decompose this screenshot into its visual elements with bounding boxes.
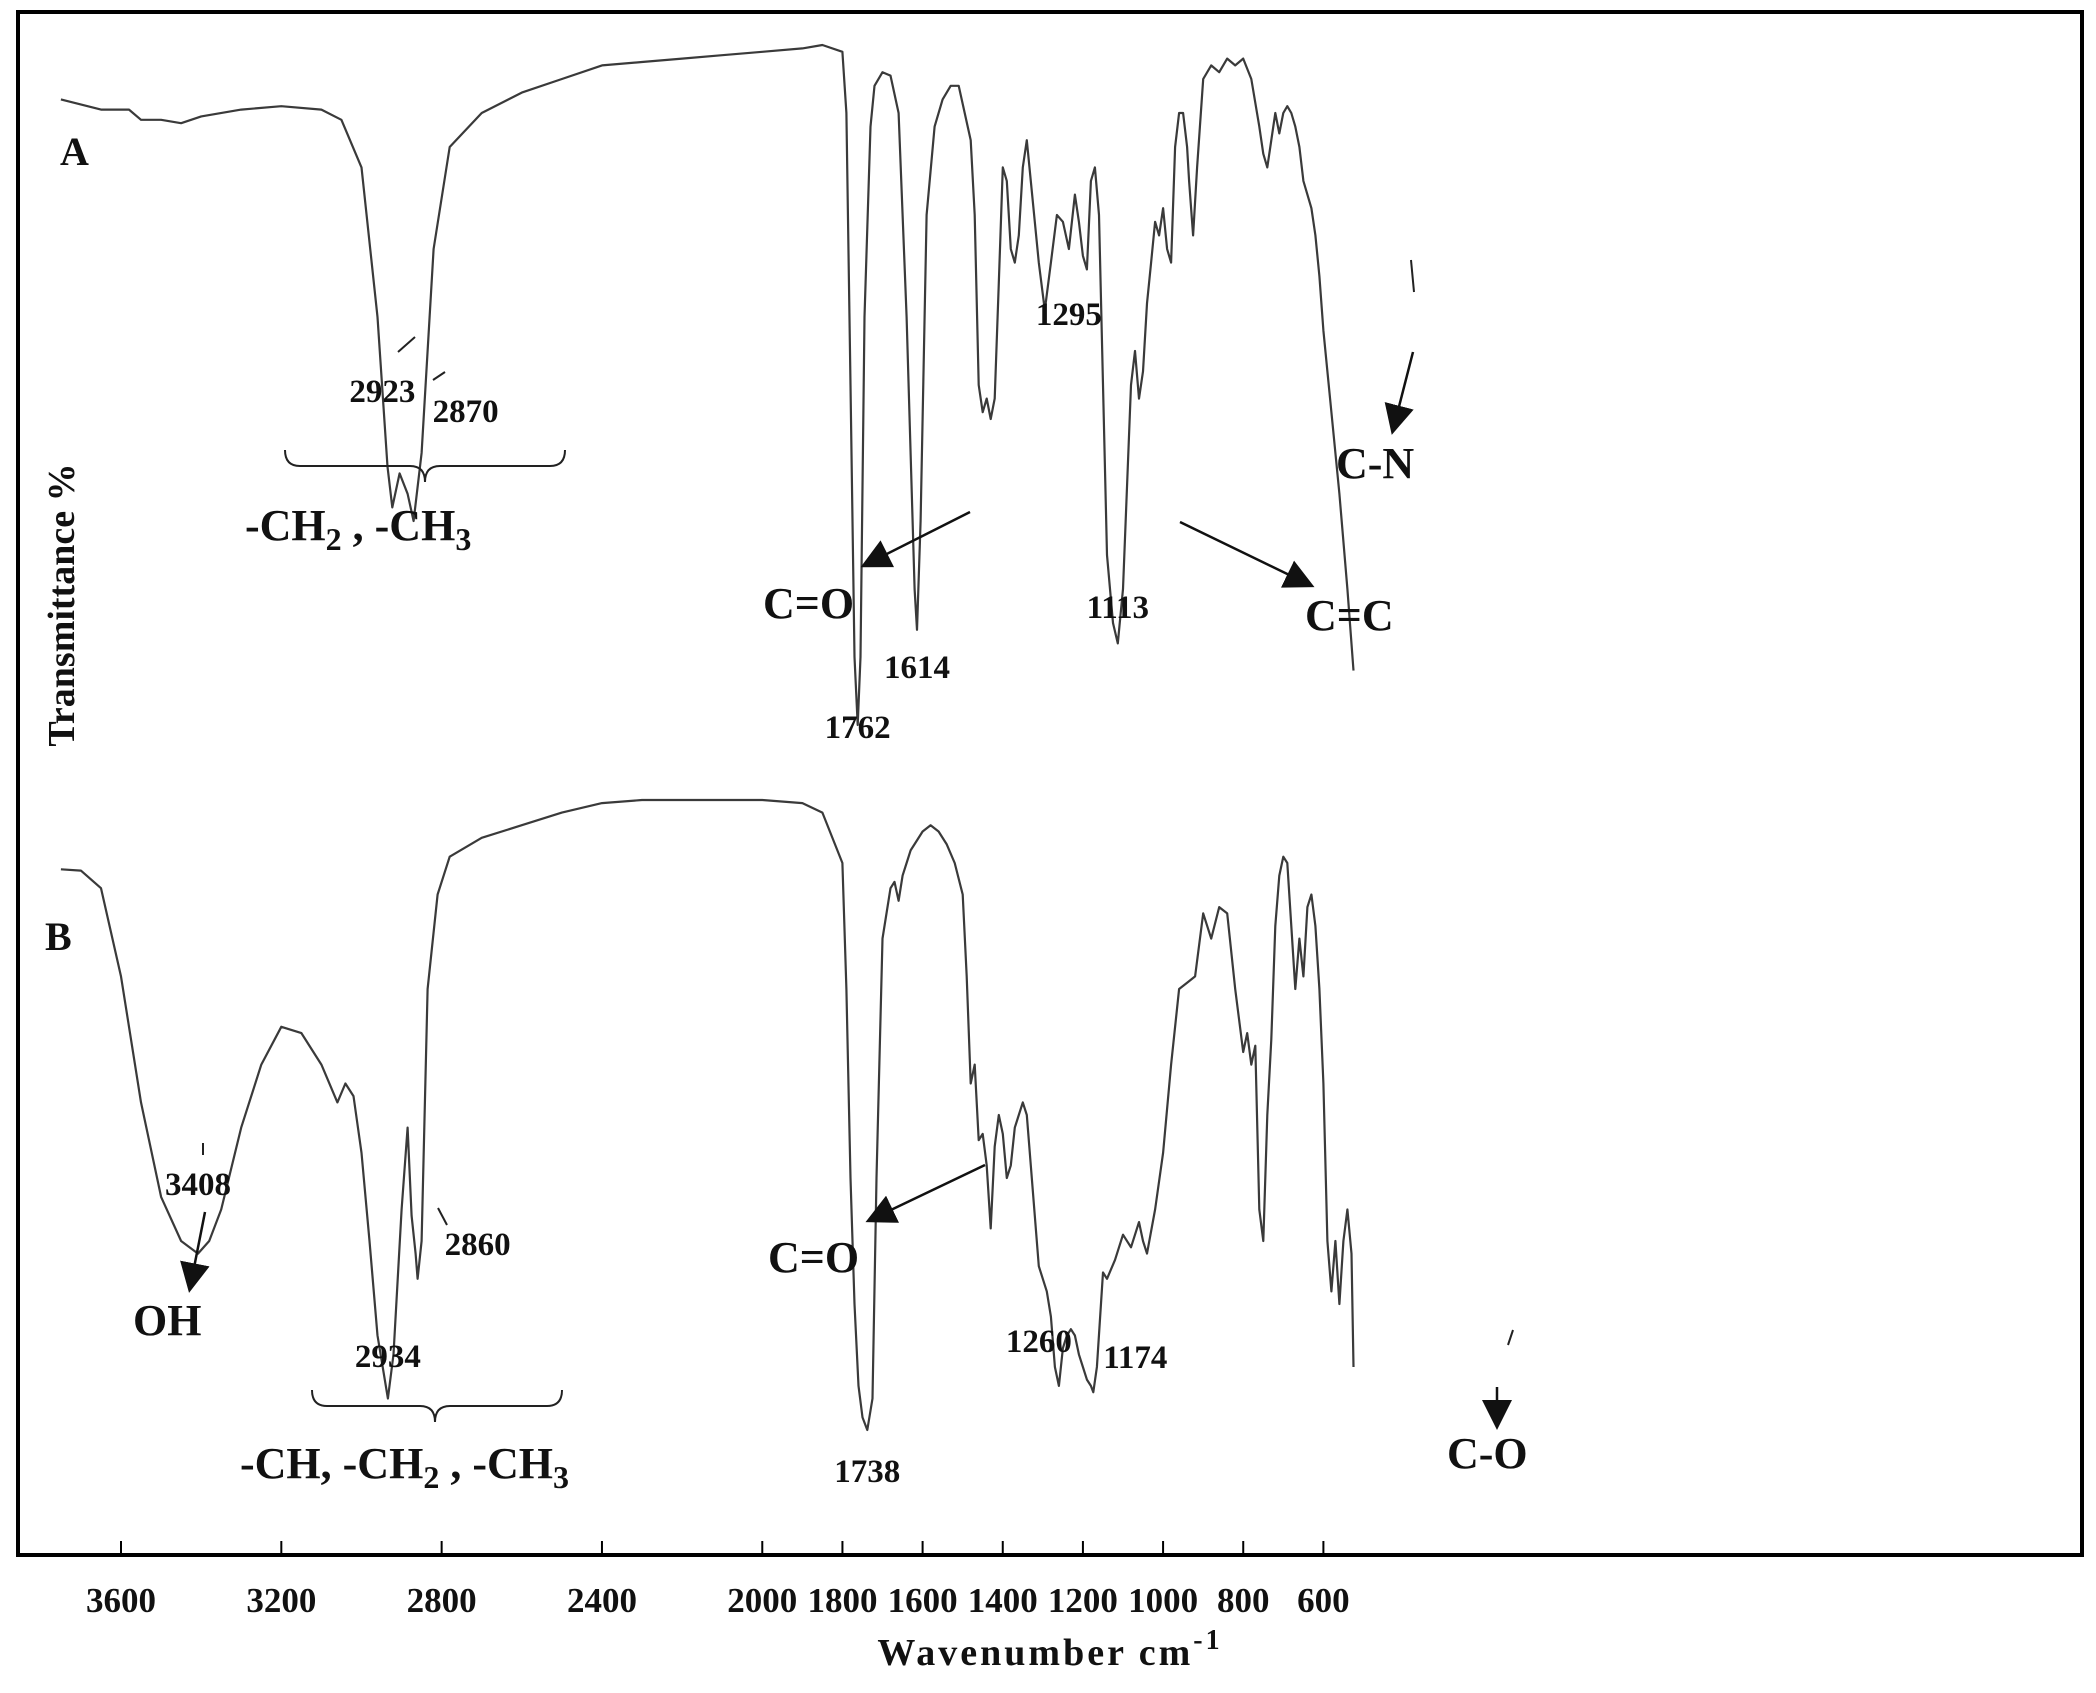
x-axis-ticks: 3600 3200 2800 2400 2000 1800 1600 1400 1200 1000… [86, 1541, 1350, 1620]
leader-2923 [397, 336, 416, 353]
group-label-a-cn: C-N [1336, 439, 1414, 488]
panel-label-b: B [45, 914, 72, 959]
x-tick-label-1400: 1400 [968, 1581, 1038, 1620]
peak-label-2923: 2923 [349, 374, 415, 410]
arrow-a-cn [1384, 351, 1415, 435]
arrow-b-oh [180, 1211, 210, 1293]
x-tick-label-2000: 2000 [727, 1581, 797, 1620]
peak-labels: 2923 2870 1762 1614 1295 1113 3408 2934 2860 1738… [165, 297, 1167, 1490]
arrow-a-co [860, 510, 971, 568]
brace-b [311, 1389, 563, 1423]
x-tick-label-3200: 3200 [246, 1581, 316, 1620]
series-a-line [60, 43, 1355, 727]
x-tick-label-600: 600 [1297, 1581, 1350, 1620]
peak-label-1113: 1113 [1087, 590, 1149, 626]
x-tick-label-800: 800 [1217, 1581, 1270, 1620]
group-label-b-oh: OH [133, 1296, 201, 1345]
peak-label-2870: 2870 [433, 394, 499, 430]
panel-label-a: A [60, 129, 89, 174]
arrows [180, 351, 1512, 1430]
peak-label-1614: 1614 [884, 650, 950, 686]
x-tick-label-1000: 1000 [1128, 1581, 1198, 1620]
leader-lines [202, 259, 1514, 1346]
peak-label-1738: 1738 [834, 1454, 900, 1490]
group-label-a-co: C=O [763, 579, 854, 628]
group-label-b-c-o: C-O [1447, 1429, 1528, 1478]
brace-a [284, 449, 566, 483]
peak-label-3408: 3408 [165, 1167, 231, 1203]
arrow-a-cc [1179, 520, 1315, 588]
group-label-b-ch: -CH, -CH2 , -CH3 [240, 1439, 569, 1495]
peak-label-1174: 1174 [1103, 1340, 1167, 1376]
group-label-a-cc: C=C [1305, 591, 1394, 640]
group-label-b-co: C=O [768, 1233, 859, 1282]
y-axis-title: Transmittance % [41, 463, 83, 746]
series-b-line [60, 798, 1355, 1432]
x-tick-label-1800: 1800 [807, 1581, 877, 1620]
leader-2870 [432, 371, 446, 381]
x-tick-label-2400: 2400 [567, 1581, 637, 1620]
peak-label-1260: 1260 [1006, 1324, 1072, 1360]
leader-1174 [1507, 1329, 1514, 1346]
x-axis-title: Wavenumber cm-1 [877, 1625, 1222, 1674]
x-tick-label-3600: 3600 [86, 1581, 156, 1620]
arrow-b-co [865, 1163, 986, 1223]
x-tick-label-2800: 2800 [407, 1581, 477, 1620]
group-label-a-ch: -CH2 , -CH3 [245, 501, 471, 557]
leader-1295 [1410, 259, 1415, 293]
peak-label-2934: 2934 [355, 1339, 421, 1375]
x-tick-label-1600: 1600 [888, 1581, 958, 1620]
leader-2860 [437, 1207, 448, 1226]
peak-label-1762: 1762 [825, 710, 891, 746]
peak-label-2860: 2860 [445, 1227, 511, 1263]
x-tick-label-1200: 1200 [1048, 1581, 1118, 1620]
peak-label-1295: 1295 [1036, 297, 1102, 333]
